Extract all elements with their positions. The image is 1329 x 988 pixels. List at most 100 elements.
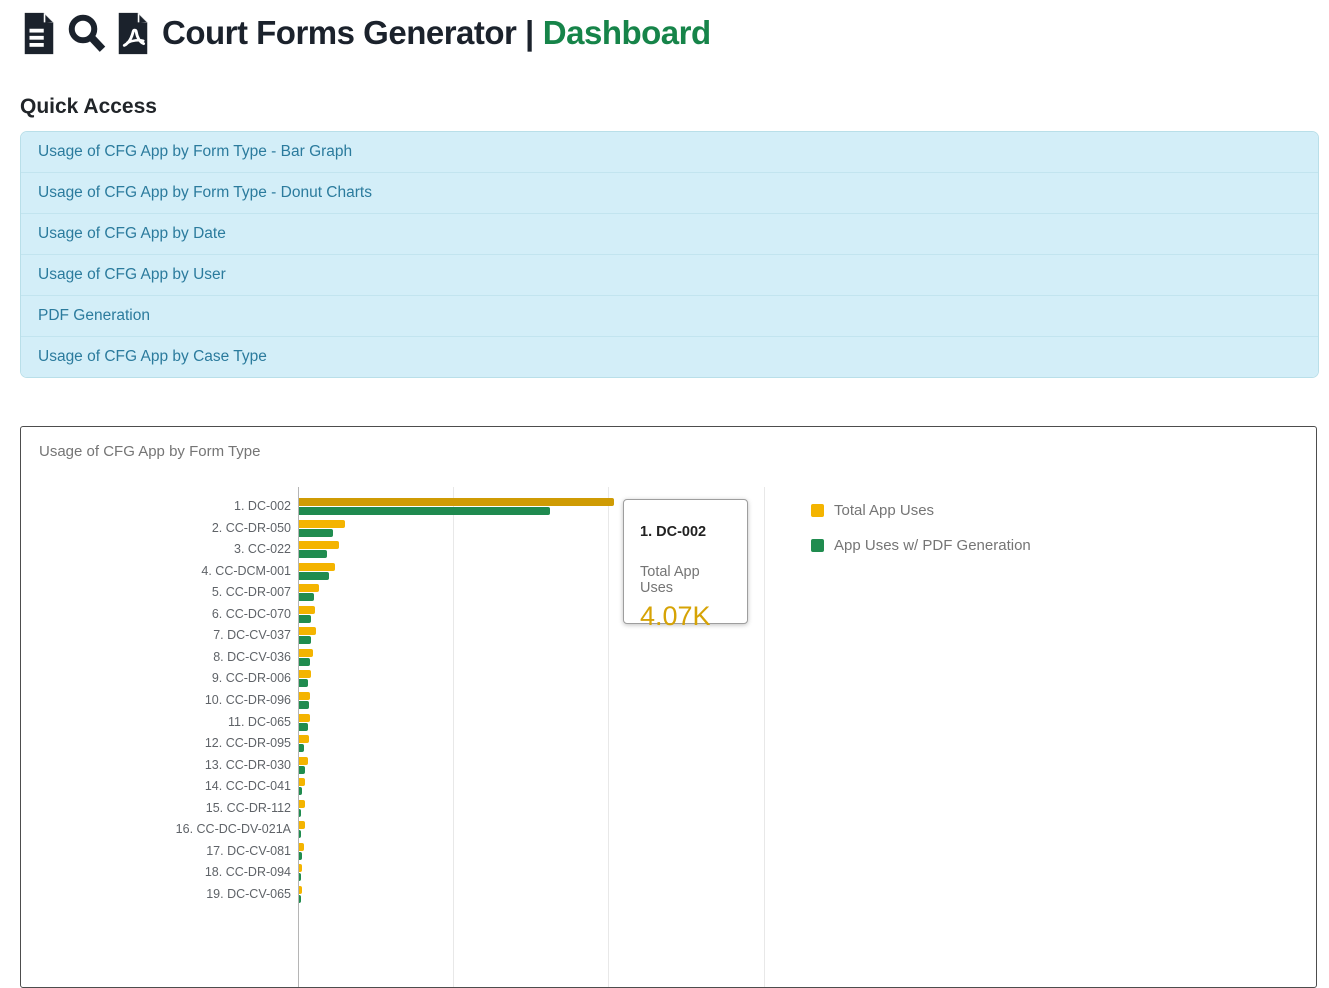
legend-swatch-icon [811, 538, 824, 552]
bar-pdf-generation[interactable] [299, 787, 303, 796]
quick-access-heading: Quick Access [20, 95, 157, 118]
category-label: 8. DC-CV-036 [213, 649, 291, 664]
app-logo-icons [20, 11, 152, 56]
bar-total-app-uses[interactable] [299, 648, 313, 657]
bar-pdf-generation[interactable] [299, 808, 302, 817]
chart-row: 2. CC-DR-050 [21, 519, 1316, 538]
page-title: Court Forms Generator | Dashboard [162, 14, 711, 52]
quick-access-link[interactable]: Usage of CFG App by User [21, 254, 1318, 295]
category-label: 18. CC-DR-094 [204, 865, 291, 880]
quick-access-link[interactable]: Usage of CFG App by Form Type - Bar Grap… [21, 132, 1318, 172]
bar-total-app-uses[interactable] [299, 799, 305, 808]
bar-total-app-uses[interactable] [299, 864, 302, 873]
chart-title: Usage of CFG App by Form Type [39, 443, 261, 460]
bar-total-app-uses[interactable] [299, 735, 309, 744]
document-icon [20, 11, 58, 56]
chart-row: 10. CC-DR-096 [21, 691, 1316, 710]
gridline-2k [453, 487, 454, 987]
bar-pdf-generation[interactable] [299, 679, 308, 688]
bar-pdf-generation[interactable] [299, 657, 310, 666]
category-label: 4. CC-DCM-001 [201, 563, 291, 578]
chart-row: 3. CC-022 [21, 541, 1316, 559]
category-label: 15. CC-DR-112 [205, 800, 291, 815]
bar-pdf-generation[interactable] [299, 894, 301, 903]
bar-pdf-generation[interactable] [299, 636, 312, 645]
chart-row: 7. DC-CV-037 [21, 627, 1316, 645]
pdf-icon [114, 11, 152, 56]
bar-total-app-uses[interactable] [299, 562, 336, 571]
bar-total-app-uses[interactable] [299, 627, 316, 636]
chart-row: 1. DC-002 [21, 498, 1316, 516]
bar-pdf-generation[interactable] [299, 873, 301, 882]
chart-row: 13. CC-DR-030 [21, 756, 1316, 775]
chart-row: 6. CC-DC-070 [21, 605, 1316, 624]
chart-row: 14. CC-DC-041 [21, 778, 1316, 796]
bar-total-app-uses[interactable] [299, 713, 310, 722]
bar-total-app-uses[interactable] [299, 885, 302, 894]
bar-total-app-uses[interactable] [299, 541, 339, 550]
bar-total-app-uses[interactable] [299, 691, 310, 700]
quick-access-link[interactable]: Usage of CFG App by Form Type - Donut Ch… [21, 172, 1318, 213]
bar-total-app-uses[interactable] [299, 498, 615, 506]
bar-pdf-generation[interactable] [299, 571, 329, 580]
legend-item[interactable]: App Uses w/ PDF Generation [811, 537, 1031, 554]
category-label: 14. CC-DC-041 [204, 779, 291, 794]
chart-row: 16. CC-DC-DV-021A [21, 821, 1316, 839]
chart-row: 15. CC-DR-112 [21, 799, 1316, 818]
gridline-6k [764, 487, 765, 987]
page-title-main: Court Forms Generator | [162, 14, 534, 51]
bar-total-app-uses[interactable] [299, 584, 319, 593]
chart-row: 17. DC-CV-081 [21, 842, 1316, 861]
tooltip-category: 1. DC-002 [640, 524, 707, 540]
category-label: 6. CC-DC-070 [211, 606, 291, 621]
category-label: 17. DC-CV-081 [206, 843, 291, 858]
bar-pdf-generation[interactable] [299, 507, 551, 515]
tooltip-series-label: Total App Uses [640, 564, 700, 596]
category-label: 11. DC-065 [228, 714, 291, 729]
legend-label: Total App Uses [834, 501, 935, 519]
bar-pdf-generation[interactable] [299, 830, 302, 839]
category-label: 1. DC-002 [234, 499, 291, 513]
quick-access-link[interactable]: PDF Generation [21, 295, 1318, 336]
legend-swatch-icon [811, 503, 824, 517]
bar-total-app-uses[interactable] [299, 756, 308, 765]
tooltip-value: 4.07K [640, 601, 711, 631]
bar-pdf-generation[interactable] [299, 851, 303, 860]
quick-access-link[interactable]: Usage of CFG App by Case Type [21, 336, 1318, 377]
category-label: 7. DC-CV-037 [213, 628, 291, 643]
category-label: 16. CC-DC-DV-021A [175, 822, 291, 837]
bar-pdf-generation[interactable] [299, 765, 306, 774]
chart-row: 9. CC-DR-006 [21, 670, 1316, 688]
category-label: 10. CC-DR-096 [204, 692, 291, 707]
bar-pdf-generation[interactable] [299, 700, 309, 709]
category-label: 9. CC-DR-006 [211, 671, 291, 686]
chart-row: 8. DC-CV-036 [21, 648, 1316, 667]
bar-total-app-uses[interactable] [299, 842, 305, 851]
bar-total-app-uses[interactable] [299, 605, 315, 614]
bar-pdf-generation[interactable] [299, 550, 328, 559]
bar-total-app-uses[interactable] [299, 670, 311, 679]
bar-total-app-uses[interactable] [299, 519, 345, 528]
quick-access-link[interactable]: Usage of CFG App by Date [21, 213, 1318, 254]
page-title-suffix: Dashboard [542, 14, 711, 51]
category-label: 2. CC-DR-050 [211, 520, 291, 535]
legend-item[interactable]: Total App Uses [811, 501, 1031, 519]
chart-legend: Total App Uses App Uses w/ PDF Generation [811, 501, 1031, 573]
chart-row: 4. CC-DCM-001 [21, 562, 1316, 581]
bar-total-app-uses[interactable] [299, 778, 306, 787]
chart-card: Usage of CFG App by Form Type 1. DC-002 2… [20, 426, 1317, 988]
bar-pdf-generation[interactable] [299, 722, 308, 731]
bar-total-app-uses[interactable] [299, 821, 305, 830]
bar-pdf-generation[interactable] [299, 593, 315, 602]
chart-row: 11. DC-065 [21, 713, 1316, 732]
category-label: 5. CC-DR-007 [211, 585, 291, 600]
bar-pdf-generation[interactable] [299, 744, 305, 753]
app-header: Court Forms Generator | Dashboard [20, 8, 1317, 58]
bar-pdf-generation[interactable] [299, 614, 311, 623]
gridline-4k [608, 487, 609, 987]
search-icon [65, 11, 107, 56]
bar-pdf-generation[interactable] [299, 528, 333, 537]
quick-access-list: Usage of CFG App by Form Type - Bar Grap… [20, 131, 1319, 378]
y-axis-line [298, 487, 299, 987]
category-label: 12. CC-DR-095 [204, 736, 291, 751]
